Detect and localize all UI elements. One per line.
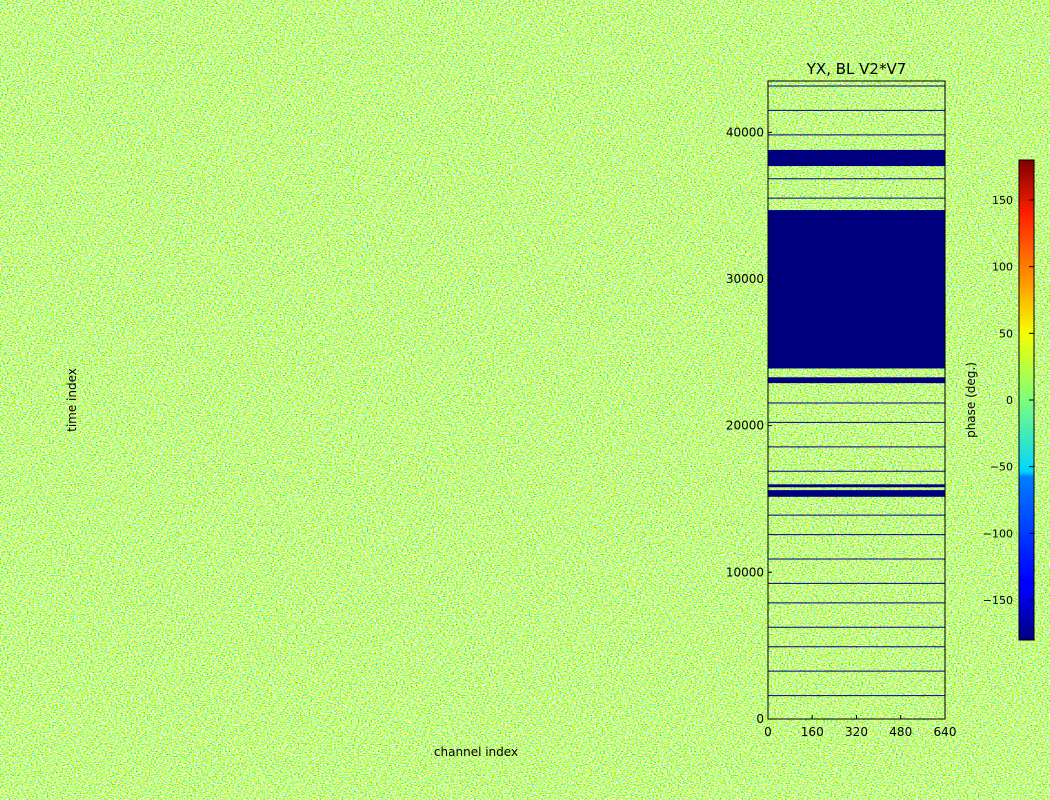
colorbar-tick-label: −150 [983, 594, 1013, 607]
x-tick-label: 0 [552, 725, 560, 739]
x-tick-label: 640 [297, 725, 320, 739]
y-tick-label: 10000 [726, 565, 764, 579]
colorbar-label: phase (deg.) [964, 362, 978, 438]
panel-title: YY, BL V2*V7 [382, 60, 481, 78]
y-tick-label: 40000 [89, 125, 127, 139]
y-tick-label: 0 [756, 712, 764, 726]
x-tick-label: 160 [164, 725, 187, 739]
y-tick-label: 0 [119, 712, 127, 726]
x-tick-label: 160 [589, 725, 612, 739]
y-tick-label: 0 [332, 712, 340, 726]
y-tick-label: 20000 [89, 419, 127, 433]
x-tick-label: 160 [377, 725, 400, 739]
colorbar-tick-label: −100 [983, 527, 1013, 540]
masked-band [344, 484, 521, 488]
x-axis-label: channel index [434, 745, 518, 759]
x-tick-label: 320 [208, 725, 231, 739]
y-tick-label: 40000 [302, 125, 340, 139]
y-tick-label: 30000 [726, 272, 764, 286]
masked-band [131, 484, 308, 488]
x-tick-label: 160 [801, 725, 824, 739]
masked-band [556, 490, 733, 497]
x-tick-label: 320 [845, 725, 868, 739]
masked-band [556, 377, 733, 384]
x-tick-label: 480 [252, 725, 275, 739]
masked-band [131, 377, 308, 384]
y-tick-label: 20000 [514, 419, 552, 433]
masked-band [768, 377, 945, 384]
x-tick-label: 480 [677, 725, 700, 739]
masked-band [556, 149, 733, 167]
masked-band [344, 490, 521, 497]
masked-band [131, 149, 308, 167]
x-tick-label: 480 [889, 725, 912, 739]
colorbar: −150 −100 −50 0 50 100 150 phase (deg.) [964, 159, 1035, 641]
x-tick-label: 0 [340, 725, 348, 739]
x-tick-label: 640 [934, 725, 957, 739]
x-tick-label: 0 [764, 725, 772, 739]
masked-band [131, 210, 308, 369]
panel-1: YY, BL V2*V7 0 160 320 480 640 0 10000 20000 3000… [302, 60, 533, 739]
y-tick-label: 30000 [89, 272, 127, 286]
y-tick-label: 10000 [514, 565, 552, 579]
masked-band [768, 149, 945, 167]
masked-band [768, 484, 945, 488]
colorbar-tick-label: 0 [1006, 394, 1013, 407]
colorbar-tick-label: 100 [992, 261, 1013, 274]
x-tick-label: 480 [465, 725, 488, 739]
masked-band [131, 490, 308, 497]
masked-band [556, 484, 733, 488]
heatmap-noise [556, 81, 733, 719]
colorbar-tick-label: 50 [999, 327, 1013, 340]
panel-0: XX, BL V2*V7 0 160 320 480 640 0 10000 20000 3000… [89, 60, 320, 739]
y-tick-label: 20000 [726, 419, 764, 433]
panel-title: YX, BL V2*V7 [806, 60, 907, 78]
heatmap-noise [131, 81, 308, 719]
masked-band [768, 210, 945, 369]
x-tick-label: 640 [722, 725, 745, 739]
panel-title: XY, BL V2*V7 [595, 60, 695, 78]
panel-2: XY, BL V2*V7 0 160 320 480 640 0 10000 20000 3000… [514, 60, 745, 739]
y-tick-label: 40000 [514, 125, 552, 139]
x-tick-label: 0 [127, 725, 135, 739]
y-axis-label: time index [65, 368, 79, 432]
y-tick-label: 30000 [514, 272, 552, 286]
x-tick-label: 640 [510, 725, 533, 739]
y-tick-label: 30000 [302, 272, 340, 286]
y-tick-label: 10000 [302, 565, 340, 579]
heatmap-noise [768, 81, 945, 719]
x-tick-label: 320 [633, 725, 656, 739]
figure-title: 2015-04-15 0.0-24.0 [527, 15, 651, 29]
masked-band [344, 377, 521, 384]
y-tick-label: 0 [544, 712, 552, 726]
panel-title: XX, BL V2*V7 [169, 60, 270, 78]
x-tick-label: 320 [421, 725, 444, 739]
masked-band [768, 490, 945, 497]
masked-band [344, 149, 521, 167]
panel-3: YX, BL V2*V7 0 160 320 480 640 0 10000 20000 3000… [726, 60, 957, 739]
y-tick-label: 40000 [726, 125, 764, 139]
masked-band [344, 210, 521, 369]
masked-band [556, 210, 733, 369]
heatmap-noise [344, 81, 521, 719]
y-tick-label: 20000 [302, 419, 340, 433]
y-tick-label: 10000 [89, 565, 127, 579]
colorbar-tick-label: 150 [992, 194, 1013, 207]
colorbar-tick-label: −50 [990, 461, 1013, 474]
